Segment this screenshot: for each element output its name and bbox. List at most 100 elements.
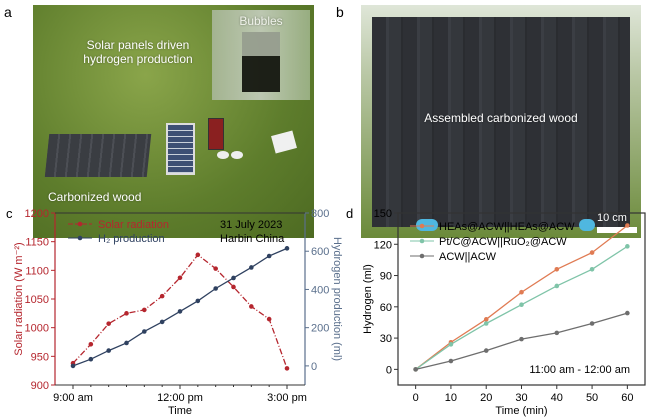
series-h2-production-point [124, 340, 129, 346]
panel-label-c: c [6, 206, 13, 221]
wood-label: Carbonized wood [48, 190, 142, 204]
right-tick-label: 600 [311, 246, 329, 258]
series-h2-production-point [195, 298, 201, 304]
electrode [242, 32, 280, 92]
title-line-2: hydrogen production [83, 52, 193, 66]
series-solar-radiation-point [177, 275, 183, 281]
series-solar-radiation-point [159, 293, 165, 299]
series-2-point [519, 336, 524, 342]
right-tick-label: 400 [311, 284, 329, 296]
left-tick-label: 1200 [25, 208, 49, 220]
panel-label-d: d [346, 206, 353, 221]
series-h2-production-point [142, 329, 147, 334]
series-h2-production-point [106, 348, 111, 353]
glove-right [579, 219, 595, 231]
multimeter [208, 118, 224, 150]
series-1-point [448, 342, 454, 347]
y-axis-label: Hydrogen (ml) [362, 264, 374, 334]
x-tick-label: 50 [586, 392, 598, 404]
legend-label: HEAs@ACW||HEAs@ACW [439, 221, 575, 233]
y-tick-label: 150 [374, 208, 392, 220]
series-solar-radiation-point [124, 311, 129, 316]
x-axis-label: Time (min) [495, 405, 547, 417]
right-tick-label: 0 [311, 361, 317, 373]
series-h2-production-point [249, 265, 254, 270]
x-tick-label: 40 [551, 392, 563, 404]
series-2-point [483, 348, 489, 353]
series-1-point [519, 302, 524, 308]
series-solar-radiation-point [106, 321, 111, 326]
x-tick-label: 3:00 pm [267, 392, 307, 404]
series-1-point [625, 244, 630, 249]
legend-label: H₂ production [98, 233, 165, 245]
x-tick-label: 30 [515, 392, 527, 404]
series-2-point [625, 310, 630, 316]
annotation: 31 July 2023 [220, 219, 282, 231]
x-tick-label: 60 [621, 392, 633, 404]
series-h2-production-point [177, 309, 183, 314]
right-axis-label: Hydrogen production (ml) [331, 237, 343, 361]
series-0-point [625, 223, 630, 228]
left-tick-label: 1050 [25, 294, 49, 306]
photo-a-title: Solar panels driven hydrogen production [63, 38, 213, 66]
x-tick-label: 10 [445, 392, 457, 404]
series-0-point [483, 317, 489, 322]
series-solar-radiation-point [213, 266, 218, 271]
annotation: Harbin China [220, 233, 285, 245]
x-tick-label: 0 [413, 392, 419, 404]
photo-solar-setup: Bubbles Solar panels driven hydrogen prod… [33, 5, 314, 238]
series-h2-production-point [284, 246, 290, 251]
y-tick-label: 30 [380, 333, 392, 345]
series-h2-production-point [266, 253, 272, 259]
series-h2-production-point [213, 286, 218, 291]
series-solar-radiation-point [249, 304, 254, 309]
series-h2-production [72, 247, 288, 367]
series-1-point [589, 266, 595, 272]
annotation: 11:00 am - 12:00 am [529, 364, 630, 376]
right-tick-label: 200 [311, 323, 329, 335]
left-tick-label: 950 [31, 351, 49, 363]
left-axis-label: Solar radiation (W m⁻²) [13, 242, 25, 355]
legend-marker [419, 238, 425, 244]
series-solar-radiation-point [266, 316, 272, 322]
y-tick-label: 60 [380, 302, 392, 314]
series-h2-production-point [70, 363, 76, 369]
series-solar-radiation-point [195, 252, 201, 258]
left-tick-label: 1100 [25, 265, 49, 277]
series-0-point [589, 250, 595, 255]
scalebar [597, 227, 637, 233]
series-h2-production-point [88, 356, 94, 362]
scalebar-label: 10 cm [597, 212, 627, 224]
legend-marker [419, 223, 425, 229]
photo-assembled-wood: Assembled carbonized wood 10 cm [361, 5, 641, 238]
series-h2-production-point [159, 319, 165, 325]
x-tick-label: 9:00 am [53, 392, 93, 404]
series-solar-radiation-point [142, 307, 147, 313]
title-line-1: Solar panels driven [86, 38, 190, 52]
solar-panel [166, 123, 195, 175]
right-tick-label: 800 [311, 208, 329, 220]
panel-label-b: b [336, 4, 344, 20]
y-tick-label: 120 [374, 239, 392, 251]
x-tick-label: 12:00 pm [157, 392, 203, 404]
series-h2-production-point [231, 275, 236, 281]
assembled-label: Assembled carbonized wood [424, 111, 578, 125]
series-solar-radiation-point [231, 284, 236, 290]
left-tick-label: 1150 [25, 237, 49, 249]
carbonized-wood-board [372, 17, 630, 227]
series-2-point [589, 321, 595, 326]
series-0-point [554, 266, 560, 272]
series-1-point [554, 283, 560, 289]
legend-label: Pt/C@ACW||RuO₂@ACW [439, 236, 567, 248]
legend-marker [77, 235, 83, 241]
y-tick-label: 0 [386, 364, 392, 376]
left-tick-label: 1000 [25, 323, 49, 335]
panel-label-a: a [4, 4, 12, 20]
y-tick-label: 90 [380, 271, 392, 283]
legend-marker [419, 253, 425, 259]
series-2-point [554, 330, 560, 336]
series-solar-radiation-point [88, 341, 94, 347]
electrolyzer-2 [231, 151, 243, 159]
